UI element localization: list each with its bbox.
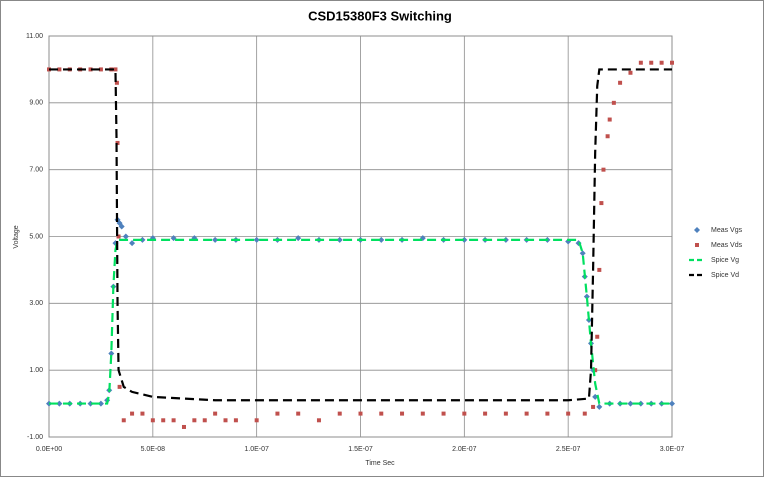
y-tick-label: 1.00 — [29, 367, 43, 374]
series-line — [49, 68, 672, 402]
y-tick-label: 9.00 — [29, 100, 43, 107]
data-point — [121, 418, 126, 423]
data-point — [659, 60, 664, 65]
data-point — [378, 236, 385, 243]
data-point — [161, 418, 166, 423]
legend-label: Spice Vd — [711, 272, 739, 279]
data-point — [115, 140, 120, 145]
data-point — [599, 201, 604, 206]
y-tick-label: -1.00 — [27, 434, 43, 441]
legend-swatch — [695, 243, 699, 247]
data-point — [597, 267, 602, 272]
data-point — [316, 418, 321, 423]
data-point — [114, 80, 119, 85]
data-point — [545, 411, 550, 416]
series-line — [49, 238, 672, 405]
data-point — [116, 234, 121, 239]
data-point — [296, 411, 301, 416]
x-tick-label: 5.0E-08 — [141, 446, 166, 453]
x-tick-label: 1.5E-07 — [348, 446, 373, 453]
data-point — [611, 100, 616, 105]
data-point — [57, 67, 62, 72]
data-point — [181, 424, 186, 429]
data-point — [582, 411, 587, 416]
data-point — [593, 368, 598, 373]
legend-label: Meas Vgs — [711, 227, 743, 234]
data-point — [122, 233, 129, 240]
x-axis-label: Time Sec — [365, 460, 395, 467]
data-point — [212, 236, 219, 243]
data-point — [358, 411, 363, 416]
data-point — [97, 400, 104, 407]
data-point — [595, 334, 600, 339]
y-axis-label: Voltage — [13, 225, 20, 248]
chart-title: CSD15380F3 Switching — [308, 8, 452, 23]
data-point — [56, 400, 63, 407]
data-point — [618, 80, 623, 85]
data-point — [87, 400, 94, 407]
legend-label: Meas Vds — [711, 242, 743, 249]
data-point — [118, 223, 125, 230]
data-point — [441, 411, 446, 416]
plot-border — [48, 35, 673, 438]
x-tick-label: 0.0E+00 — [36, 446, 62, 453]
data-point — [670, 60, 674, 65]
legend-label: Spice Vg — [711, 257, 739, 264]
data-point — [605, 134, 610, 139]
data-point — [607, 117, 612, 122]
data-point — [202, 418, 207, 423]
data-point — [628, 70, 633, 75]
y-tick-label: 7.00 — [29, 167, 43, 174]
data-point — [566, 411, 571, 416]
data-point — [649, 60, 654, 65]
data-point — [503, 411, 508, 416]
data-point — [579, 250, 586, 257]
data-point — [583, 293, 590, 300]
data-point — [638, 60, 643, 65]
data-point — [337, 411, 342, 416]
y-tick-label: 5.00 — [29, 233, 43, 240]
data-point — [596, 403, 603, 410]
data-point — [254, 418, 259, 423]
data-point — [253, 236, 260, 243]
data-point — [524, 411, 529, 416]
data-point — [140, 411, 145, 416]
data-point — [117, 384, 122, 389]
data-point — [139, 236, 146, 243]
x-tick-label: 2.0E-07 — [452, 446, 477, 453]
data-point — [233, 418, 238, 423]
data-point — [108, 350, 115, 357]
data-point — [130, 411, 135, 416]
legend-swatch — [694, 227, 700, 233]
data-point — [669, 400, 675, 407]
y-tick-label: 3.00 — [29, 300, 43, 307]
data-point — [295, 235, 302, 242]
data-point — [129, 240, 136, 247]
x-tick-label: 2.5E-07 — [556, 446, 581, 453]
data-point — [213, 411, 218, 416]
x-tick-label: 3.0E-07 — [660, 446, 685, 453]
y-tick-label: 11.00 — [26, 33, 43, 40]
data-point — [98, 67, 103, 72]
data-point — [275, 411, 280, 416]
data-point — [461, 236, 468, 243]
data-point — [462, 411, 467, 416]
data-point — [192, 418, 197, 423]
data-point — [88, 67, 93, 72]
data-point — [223, 418, 228, 423]
data-point — [483, 411, 488, 416]
data-point — [113, 67, 118, 72]
data-point — [627, 400, 634, 407]
data-point — [379, 411, 384, 416]
data-point — [150, 418, 155, 423]
data-point — [336, 236, 343, 243]
data-point — [400, 411, 405, 416]
data-point — [591, 404, 596, 409]
data-point — [601, 167, 606, 172]
x-tick-label: 1.0E-07 — [244, 446, 269, 453]
data-point — [171, 418, 176, 423]
data-point — [420, 411, 425, 416]
